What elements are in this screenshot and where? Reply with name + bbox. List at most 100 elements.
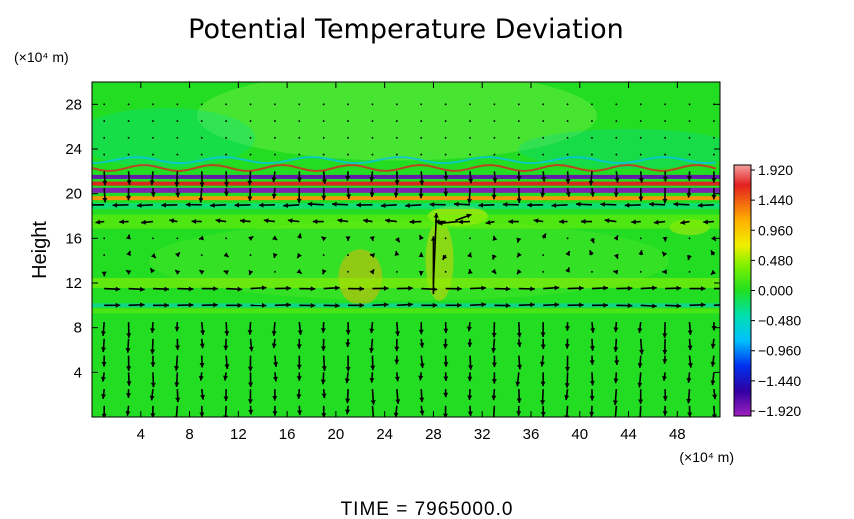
vector-head bbox=[199, 270, 205, 275]
vector-head bbox=[613, 269, 619, 275]
vector-dot bbox=[152, 136, 154, 139]
vector-head bbox=[492, 235, 498, 241]
vector-dot bbox=[395, 270, 398, 273]
vector-head bbox=[394, 359, 400, 365]
vector-dot bbox=[127, 136, 130, 139]
vector-dot bbox=[322, 120, 325, 122]
vector-dot bbox=[347, 153, 349, 156]
vector-dot bbox=[371, 136, 374, 139]
vector-dot bbox=[395, 120, 398, 122]
vector-head bbox=[541, 233, 546, 239]
vector-head bbox=[551, 202, 557, 208]
vector-dot bbox=[176, 153, 179, 156]
vector-head bbox=[613, 192, 619, 198]
vector-dot bbox=[444, 136, 447, 139]
vector-head bbox=[418, 375, 424, 381]
vector-dot bbox=[298, 136, 301, 139]
vector-head bbox=[638, 250, 644, 256]
vector-head bbox=[527, 202, 532, 208]
vector-head bbox=[297, 233, 302, 239]
vector-head bbox=[150, 268, 156, 274]
vector-head bbox=[199, 362, 205, 368]
vector-head bbox=[491, 395, 497, 401]
vector-dot bbox=[688, 103, 691, 106]
vector-head bbox=[363, 218, 369, 224]
vector-head bbox=[515, 381, 521, 387]
vector-dot bbox=[103, 120, 106, 122]
vector-head bbox=[578, 285, 584, 291]
vector-head bbox=[198, 375, 204, 381]
y-tick-label: 8 bbox=[74, 320, 82, 337]
vector-head bbox=[649, 201, 654, 207]
vector-head bbox=[126, 393, 132, 398]
vector-head bbox=[369, 192, 375, 198]
vector-head bbox=[369, 348, 375, 353]
y-tick-label: 12 bbox=[65, 275, 82, 292]
vector-head bbox=[359, 286, 365, 292]
colorbar bbox=[733, 164, 752, 417]
vector-head bbox=[248, 269, 254, 276]
vector-head bbox=[565, 191, 571, 197]
vector-head bbox=[516, 332, 522, 338]
vector-head bbox=[237, 302, 243, 308]
vector-head bbox=[701, 286, 706, 292]
vector-head bbox=[150, 192, 156, 197]
vector-head bbox=[624, 202, 630, 208]
vector-head bbox=[505, 286, 511, 292]
vector-dot bbox=[371, 153, 374, 156]
vector-head bbox=[385, 218, 390, 224]
vector-head bbox=[711, 178, 717, 183]
vector-head bbox=[662, 236, 668, 242]
vector-head bbox=[101, 362, 107, 367]
vector-head bbox=[394, 250, 400, 256]
vector-head bbox=[101, 394, 107, 399]
vector-head bbox=[540, 332, 546, 337]
colorbar-ticks: 1.920 1.440 0.960 0.480 0.000 −0.480 −0.960 −1.… bbox=[751, 162, 801, 419]
vector-dot bbox=[322, 254, 325, 256]
vector-head bbox=[139, 286, 145, 292]
vector-head bbox=[149, 180, 155, 186]
vector-head bbox=[150, 413, 156, 417]
vector-head bbox=[247, 330, 253, 335]
vector-head bbox=[320, 328, 326, 333]
vector-dot bbox=[274, 103, 276, 106]
vector-dot bbox=[493, 103, 496, 106]
vector-dot bbox=[444, 237, 447, 240]
vector-head bbox=[175, 252, 180, 258]
vector-head bbox=[393, 192, 399, 198]
vector-dot bbox=[615, 136, 618, 139]
vector-head bbox=[539, 361, 545, 367]
vector-head bbox=[491, 268, 497, 274]
vector-dot bbox=[103, 136, 106, 139]
vector-head bbox=[516, 176, 522, 181]
vector-head bbox=[466, 199, 472, 204]
colorbar-tick-label: −1.440 bbox=[758, 373, 801, 389]
vector-dot bbox=[615, 153, 618, 156]
vector-head bbox=[258, 202, 264, 208]
vector-dot bbox=[225, 237, 228, 240]
vector-head bbox=[100, 331, 106, 336]
vector-head bbox=[321, 393, 327, 399]
vector-head bbox=[652, 285, 657, 291]
vector-dot bbox=[176, 237, 179, 240]
vector-dot bbox=[103, 254, 106, 256]
vector-head bbox=[502, 202, 508, 208]
vector-head bbox=[491, 417, 496, 422]
heatmap-field bbox=[92, 82, 720, 422]
vector-dot bbox=[322, 136, 325, 139]
vector-dot bbox=[347, 120, 349, 122]
vector-head bbox=[491, 347, 497, 353]
vector-head bbox=[466, 326, 472, 332]
vector-dot bbox=[298, 103, 301, 106]
vector-head bbox=[589, 380, 595, 386]
vector-head bbox=[223, 375, 229, 381]
vector-dot bbox=[639, 153, 642, 156]
vector-head bbox=[554, 302, 560, 308]
vector-head bbox=[575, 201, 581, 207]
vector-head bbox=[613, 378, 619, 384]
vector-head bbox=[491, 332, 497, 338]
vector-head bbox=[199, 182, 205, 188]
vector-dot bbox=[566, 103, 569, 106]
vector-head bbox=[711, 235, 716, 241]
vector-head bbox=[653, 219, 659, 225]
